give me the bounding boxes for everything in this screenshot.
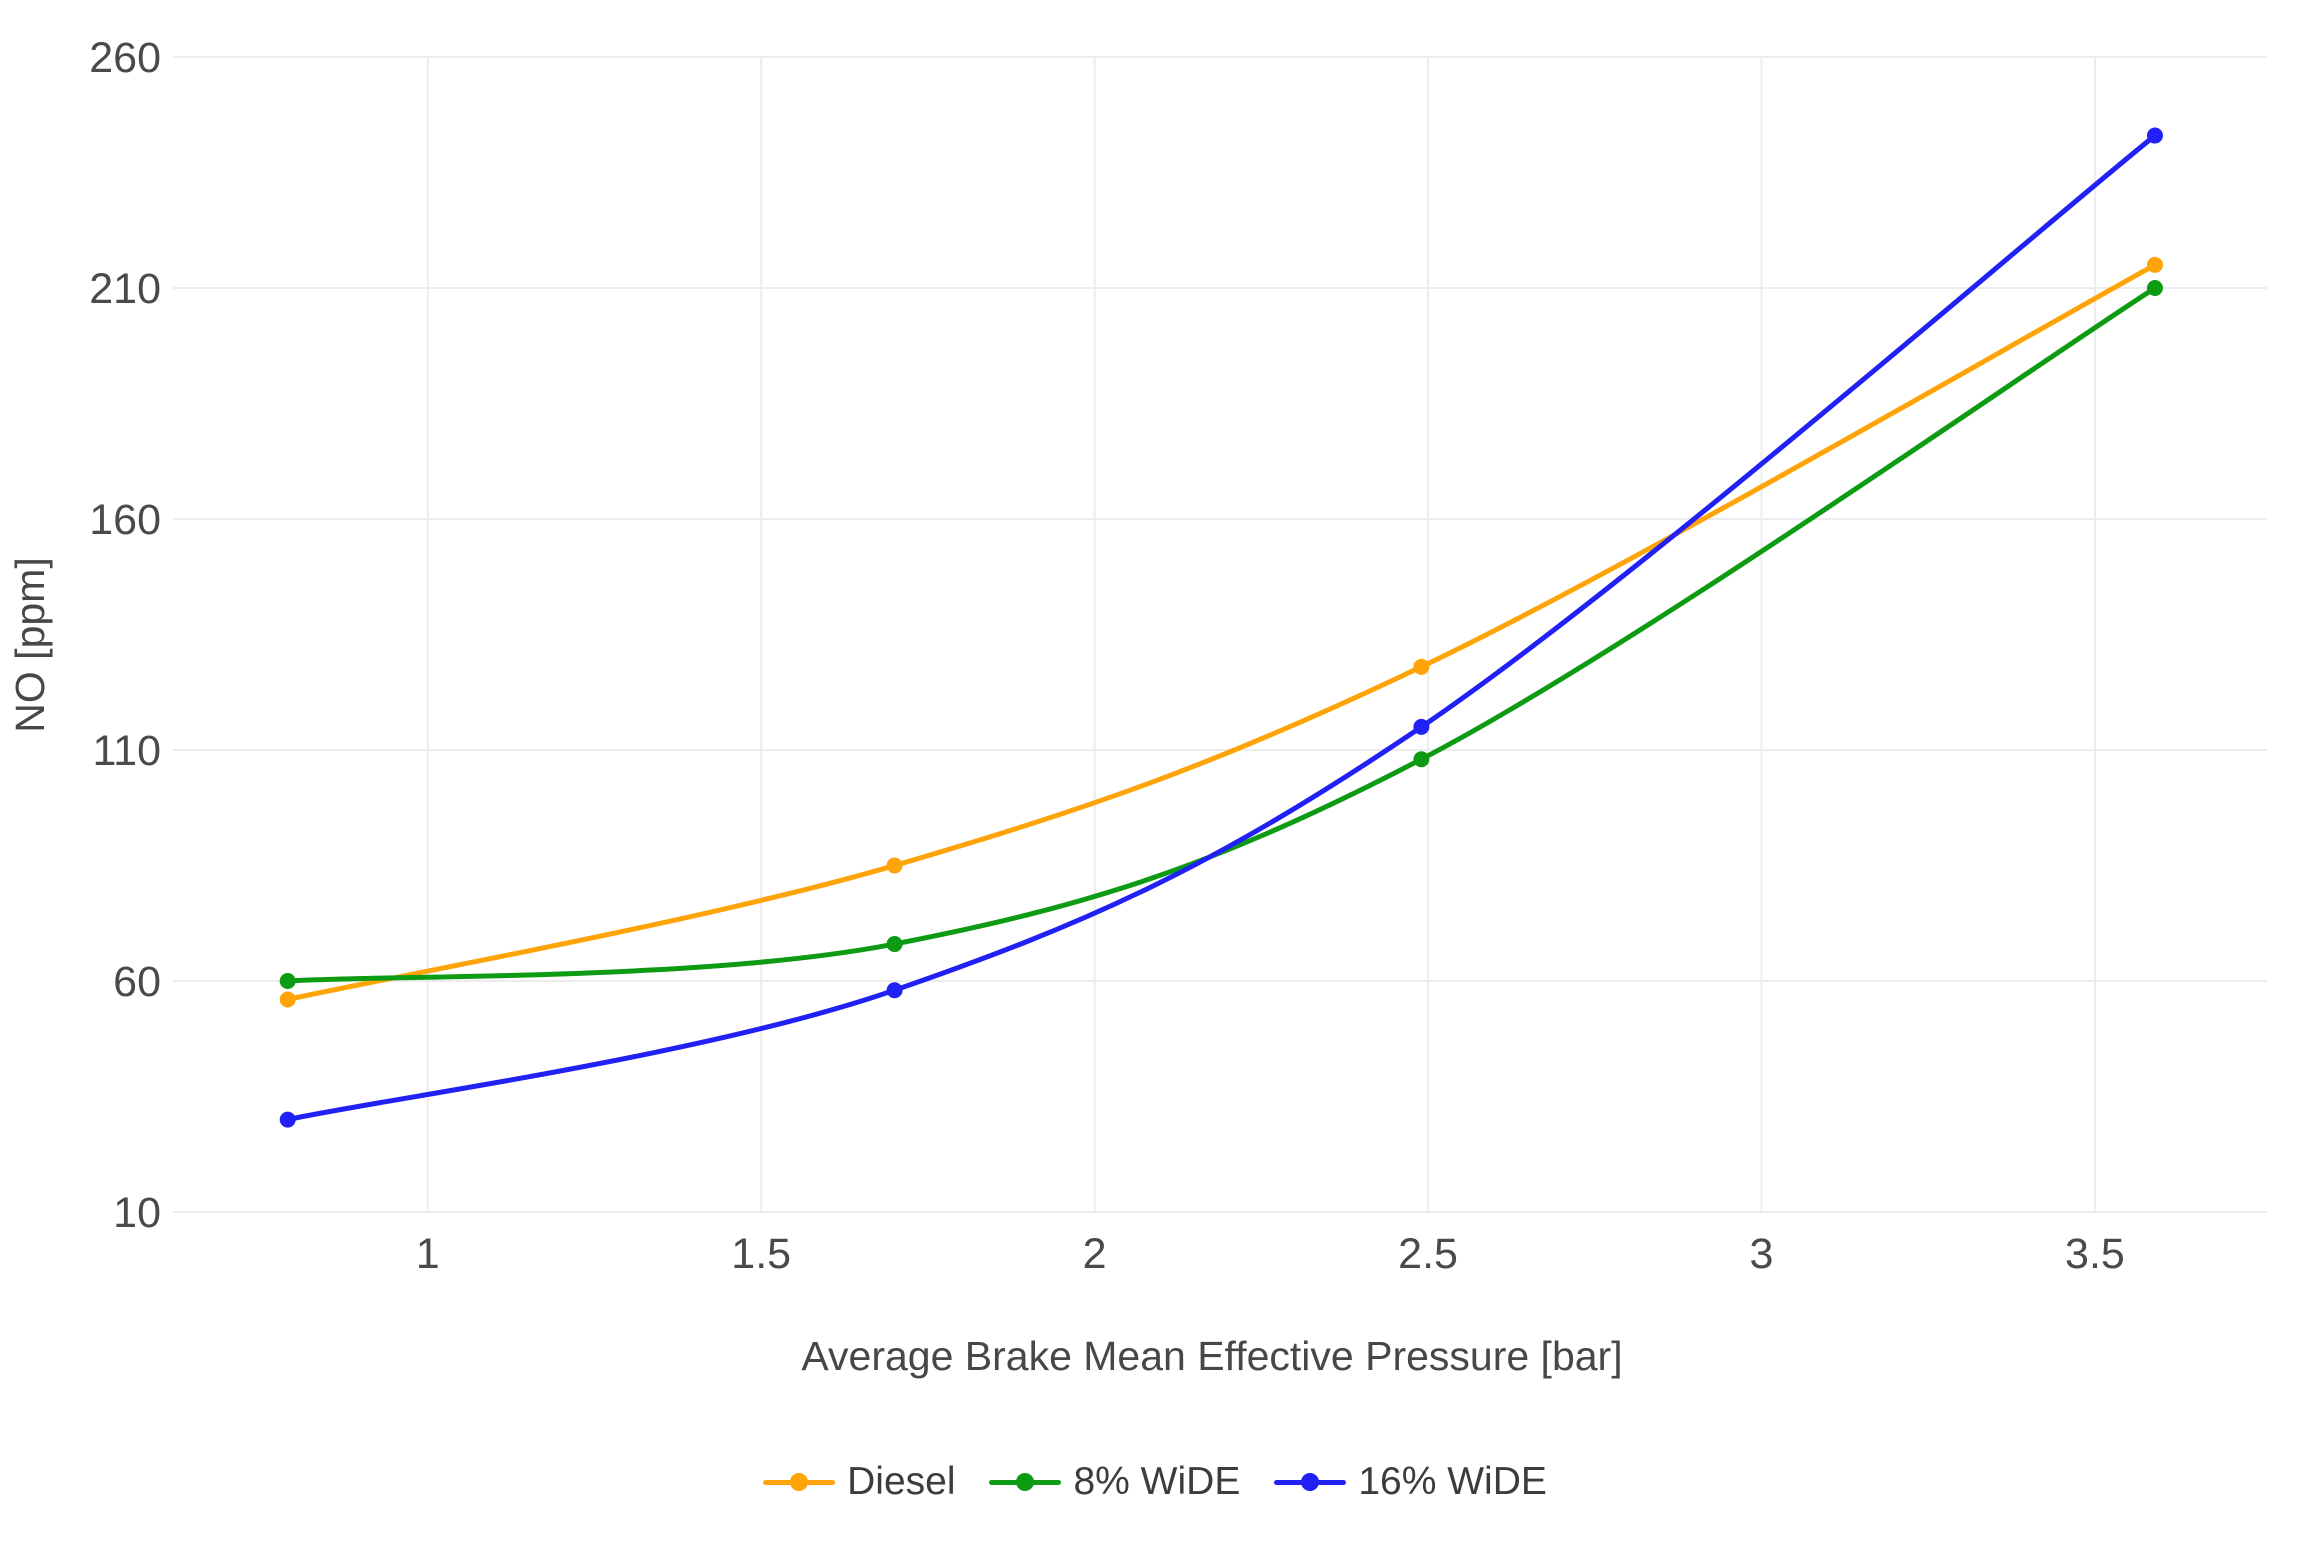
marker-8% WiDE-2.49 [1413,751,1430,768]
x-tick-3: 3 [1750,1230,1774,1278]
legend-line-dot-icon [763,1472,836,1491]
legend-line-dot-icon [1274,1472,1347,1491]
marker-16% WiDE-3.59 [2146,127,2163,144]
x-tick-2: 2 [1083,1230,1107,1278]
marker-Diesel-3.59 [2146,256,2163,273]
horizontal-gridlines [173,56,2267,1213]
legend-dot [1301,1472,1320,1491]
x-axis-title: Average Brake Mean Effective Pressure [b… [801,1333,1622,1379]
x-axis-tick-labels: 1 1.5 2 2.5 3 3.5 [416,1230,2125,1278]
legend-item-16% WiDE: 16% WiDE [1274,1462,1547,1501]
series-lines [285,133,2158,1123]
marker-16% WiDE-0.79 [279,1111,296,1128]
y-tick-210: 210 [89,265,161,313]
y-axis-tick-labels: 10 60 110 160 210 260 [89,34,161,1237]
legend-dot [1016,1472,1035,1491]
legend-label: 8% WiDE [1073,1460,1241,1503]
y-tick-10: 10 [113,1189,161,1237]
y-tick-110: 110 [92,727,161,775]
marker-Diesel-1.7 [886,857,903,874]
marker-8% WiDE-0.79 [279,973,296,989]
series-markers [279,127,2163,1128]
x-tick-1: 1 [416,1230,440,1278]
y-axis-title: NO [ppm] [7,557,53,732]
x-tick-2.5: 2.5 [1398,1230,1458,1278]
y-tick-60: 60 [113,958,161,1006]
legend-item-8% WiDE: 8% WiDE [989,1462,1240,1501]
marker-Diesel-2.49 [1413,658,1430,675]
legend-line-dot-icon [989,1472,1062,1491]
legend-item-Diesel: Diesel [763,1462,955,1501]
marker-Diesel-0.79 [279,991,296,1008]
vertical-gridlines [426,57,2096,1212]
marker-8% WiDE-3.59 [2146,280,2163,296]
legend-dot [790,1472,809,1491]
y-tick-260: 260 [89,34,161,82]
legend-label: Diesel [847,1460,956,1503]
marker-8% WiDE-1.7 [886,936,903,953]
legend-label: 16% WiDE [1358,1460,1547,1503]
marker-16% WiDE-1.7 [886,982,903,999]
series-line-Diesel [285,262,2158,1002]
legend: Diesel 8% WiDE 16% WiDE [0,1462,2310,1501]
x-tick-3.5: 3.5 [2065,1230,2125,1278]
series-line-8% WiDE [285,285,2158,984]
x-tick-1.5: 1.5 [731,1230,791,1278]
y-tick-160: 160 [89,496,161,544]
series-line-16% WiDE [285,133,2158,1123]
marker-16% WiDE-2.49 [1413,718,1430,735]
